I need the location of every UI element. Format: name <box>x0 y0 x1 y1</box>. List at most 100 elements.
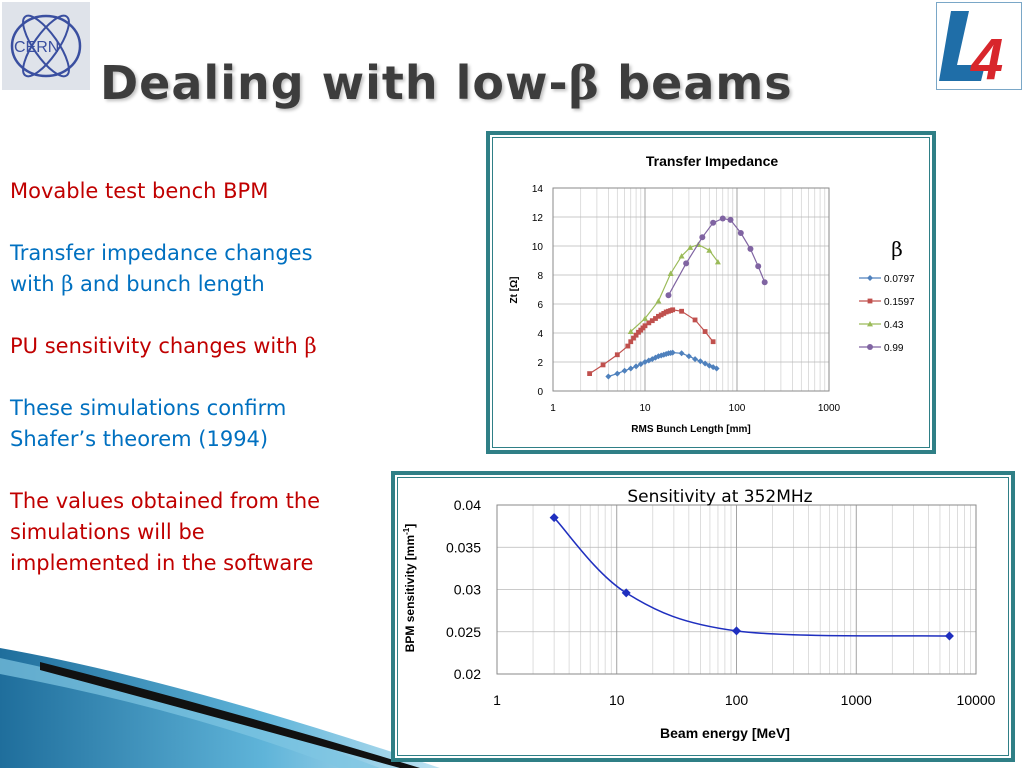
impedance-data-point <box>587 371 593 376</box>
impedance-data-point <box>710 364 717 371</box>
impedance-y-tick-label: 4 <box>537 329 543 340</box>
impedance-data-point <box>669 349 676 356</box>
impedance-data-point <box>679 308 685 314</box>
bullet-1-text: Movable test bench BPM <box>10 179 269 203</box>
bullet-3: PU sensitivity changes with β <box>10 331 390 362</box>
sensitivity-x-axis-label: Beam energy [MeV] <box>660 725 790 741</box>
sensitivity-data-point <box>732 626 741 636</box>
bullet-2-beta: β <box>61 272 74 296</box>
slide-title-beta: β <box>568 56 601 110</box>
bullet-4: These simulations confirm Shafer’s theore… <box>10 393 390 455</box>
impedance-data-point <box>649 318 655 324</box>
impedance-chart-title: Transfer Impedance <box>646 153 778 169</box>
sensitivity-x-tick-label: 10 <box>609 692 625 708</box>
impedance-data-point <box>678 253 685 259</box>
sensitivity-y-axis-label-end: ] <box>403 524 417 528</box>
impedance-data-point <box>656 313 661 319</box>
impedance-data-point <box>761 279 768 286</box>
impedance-legend-label: 0.99 <box>884 343 904 354</box>
impedance-data-point <box>614 352 620 358</box>
sensitivity-y-tick-label: 0.04 <box>454 497 481 513</box>
impedance-data-point <box>600 362 606 368</box>
sensitivity-y-axis-label-main: BPM sensitivity [mm <box>403 535 417 652</box>
impedance-legend-label: 0.43 <box>884 320 904 331</box>
impedance-data-point <box>687 244 694 250</box>
impedance-legend-marker <box>867 298 873 304</box>
bullet-5: The values obtained from the simulations … <box>10 486 390 579</box>
impedance-y-tick-label: 10 <box>532 242 544 253</box>
impedance-data-point <box>755 263 762 270</box>
impedance-legend-marker <box>867 321 873 327</box>
impedance-x-tick-label: 10 <box>639 403 651 414</box>
impedance-y-tick-label: 6 <box>537 300 543 311</box>
sensitivity-data-point <box>549 513 559 523</box>
linac4-logo-graphic: 4 <box>939 11 1003 89</box>
impedance-data-point <box>670 307 676 313</box>
sensitivity-x-tick-label: 100 <box>725 692 749 708</box>
impedance-y-tick-label: 2 <box>537 358 543 369</box>
slide-title: Dealing with low-β beams <box>100 56 793 110</box>
impedance-data-point <box>683 260 690 267</box>
sensitivity-y-tick-label: 0.03 <box>454 582 481 598</box>
impedance-data-point <box>692 317 698 323</box>
impedance-y-tick-label: 0 <box>537 387 543 398</box>
impedance-x-tick-label: 100 <box>729 403 746 414</box>
impedance-data-point <box>665 292 672 299</box>
impedance-data-point <box>692 356 699 363</box>
bullet-2-text: Transfer impedance changes <box>10 241 313 265</box>
impedance-data-point <box>737 229 744 236</box>
bullet-2-text-b: with <box>10 272 62 296</box>
impedance-data-point <box>658 312 664 318</box>
sensitivity-data-point <box>944 631 954 641</box>
bullet-1: Movable test bench BPM <box>10 176 390 207</box>
impedance-y-tick-label: 8 <box>537 271 543 282</box>
impedance-data-point <box>621 367 628 374</box>
impedance-legend-label: 0.0797 <box>884 274 915 285</box>
impedance-legend-title: β <box>891 237 903 261</box>
impedance-data-point <box>660 351 667 358</box>
bullet-4-text: These simulations confirm <box>10 396 287 420</box>
bullet-3-beta: β <box>304 334 317 358</box>
sensitivity-y-tick-label: 0.035 <box>446 539 481 555</box>
impedance-data-point <box>699 234 706 241</box>
sensitivity-y-tick-label: 0.025 <box>446 624 481 640</box>
sensitivity-y-tick-label: 0.02 <box>454 666 481 682</box>
impedance-y-axis-label: Zt [Ω] <box>509 277 520 304</box>
sensitivity-chart: 0.02 0.025 0.03 0.035 0.04 1 10 100 1000 10000 Sen… <box>402 487 996 741</box>
impedance-data-point <box>605 373 612 380</box>
impedance-x-tick-label: 1 <box>550 403 556 414</box>
cern-logo: CERN <box>2 2 90 90</box>
impedance-data-point <box>713 365 720 372</box>
impedance-plot-border <box>552 187 830 392</box>
impedance-data-point <box>727 216 734 223</box>
sensitivity-x-tick-label: 1 <box>493 692 501 708</box>
impedance-data-point <box>653 316 658 321</box>
impedance-x-axis-label: RMS Bunch Length [mm] <box>631 424 750 435</box>
impedance-legend-marker <box>867 275 873 281</box>
linac4-logo-digit: 4 <box>970 27 1003 89</box>
slide-title-prefix: Dealing with low- <box>100 56 569 110</box>
impedance-data-point <box>655 298 662 304</box>
bullet-3-text: PU sensitivity changes with <box>10 334 305 358</box>
sensitivity-x-tick-label: 10000 <box>957 692 996 708</box>
impedance-data-point <box>631 335 636 341</box>
impedance-y-tick-label: 12 <box>532 213 544 224</box>
impedance-legend-marker <box>867 344 873 350</box>
sensitivity-y-axis-label-sup: -1 <box>402 527 411 535</box>
cern-logo-text: CERN <box>14 39 59 56</box>
decorative-swoosh <box>0 648 440 768</box>
impedance-data-point <box>685 353 692 360</box>
transfer-impedance-chart: 0 2 4 6 8 10 12 14 1 10 100 1000 Transfer Impedance R… <box>509 153 915 435</box>
impedance-data-point <box>633 363 640 370</box>
impedance-data-point <box>719 215 726 222</box>
impedance-x-tick-label: 1000 <box>818 403 841 414</box>
impedance-data-point <box>747 245 754 252</box>
impedance-data-point <box>625 343 631 349</box>
impedance-legend-label: 0.1597 <box>884 297 915 308</box>
bullet-5-text-c: implemented in the software <box>10 551 314 575</box>
sensitivity-data-point <box>621 588 631 598</box>
impedance-data-point <box>637 361 644 368</box>
impedance-data-point <box>697 358 704 365</box>
cern-logo-graphic: CERN <box>10 14 82 78</box>
sensitivity-series-line <box>553 517 950 637</box>
